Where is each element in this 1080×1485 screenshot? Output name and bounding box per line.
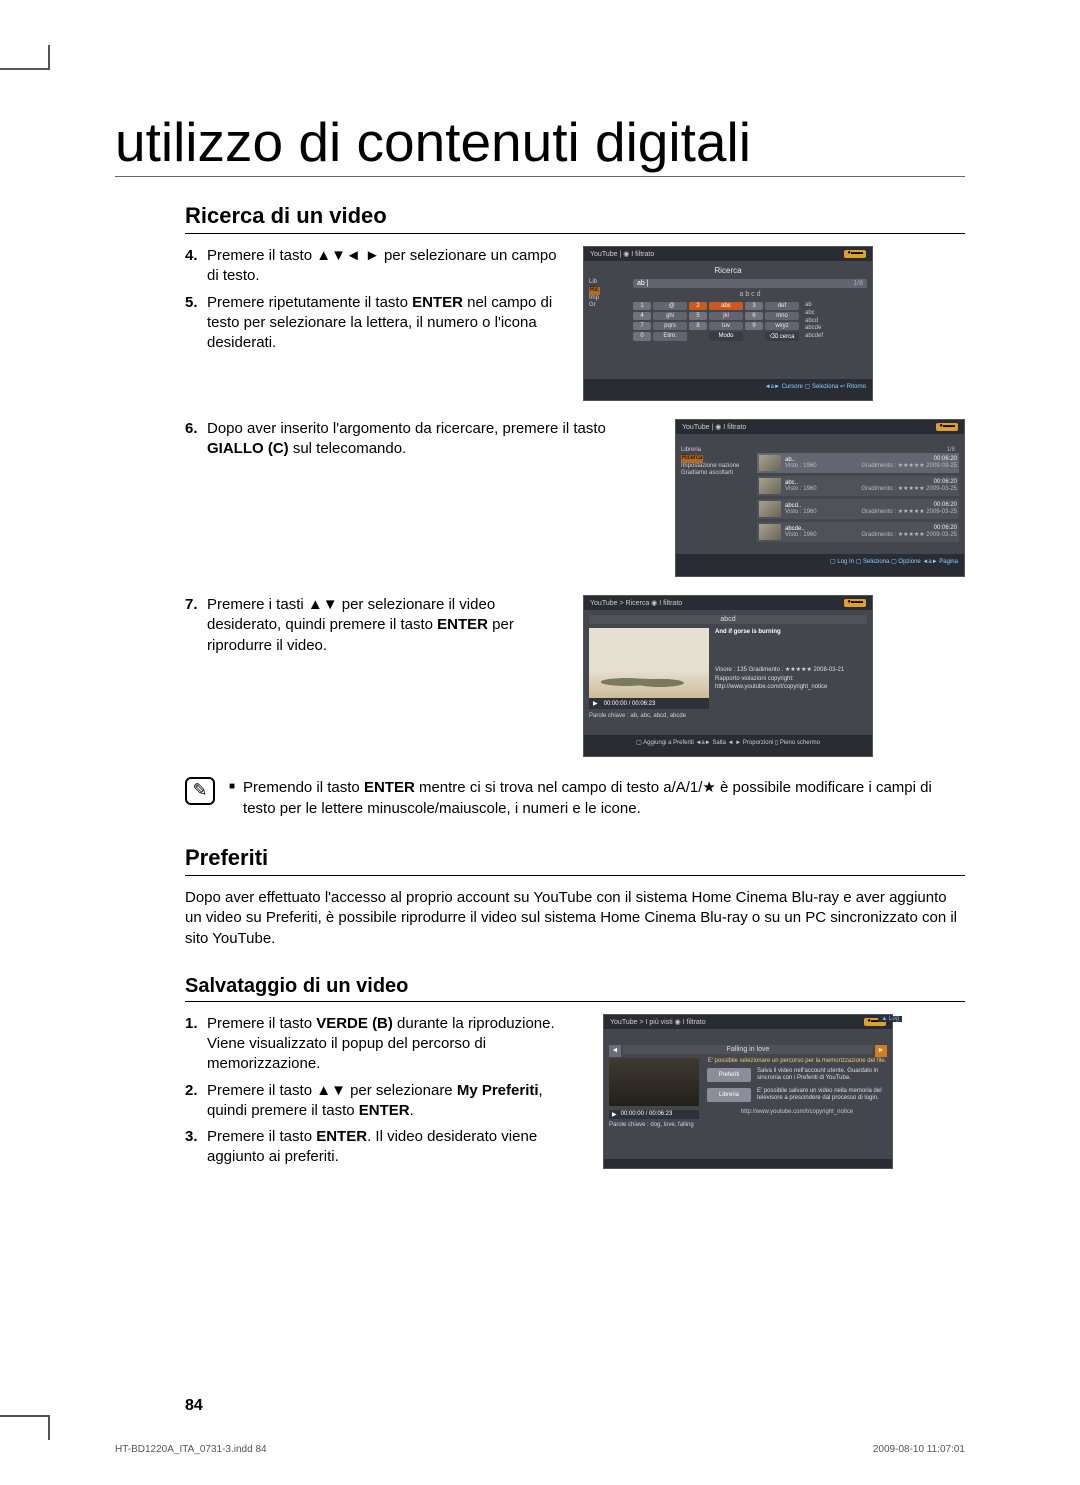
step-6: 6. Dopo aver inserito l'argomento da ric… [185,419,657,466]
note-icon: ✎ [185,777,215,805]
screenshot-video-detail: YouTube > Ricerca ◉ I filtrato ●▬▬ abcd … [583,595,873,757]
footer-left: HT-BD1220A_ITA_0731-3.indd 84 [115,1444,267,1455]
screenshot-search-keypad: YouTube | ◉ I filtrato ●▬▬ Ricerca Lib R… [583,246,873,401]
step-num-5: 5. [185,293,207,354]
section-ricerca: Ricerca di un video [185,203,965,234]
section-preferiti: Preferiti [185,845,965,876]
save-steps: 1. Premere il tasto VERDE (B) durante la… [185,1014,585,1174]
step-num-6: 6. [185,419,207,460]
steps-4-5: 4. Premere il tasto ▲▼◄ ► per selezionar… [185,246,565,359]
note-box: ✎ ■ Premendo il tasto ENTER mentre ci si… [185,777,965,819]
step-num-4: 4. [185,246,207,287]
step-num-7: 7. [185,595,207,656]
preferiti-body: Dopo aver effettuato l'accesso al propri… [185,888,965,949]
section-salvataggio: Salvataggio di un video [185,975,965,1002]
chapter-title: utilizzo di contenuti digitali [115,110,965,177]
page-number: 84 [185,1397,203,1415]
screenshot-search-results: YouTube | ◉ I filtrato ●▬▬ Libreria Rice… [675,419,965,577]
step-7: 7. Premere i tasti ▲▼ per selezionare il… [185,595,565,662]
screenshot-save-video: YouTube > I più visti ◉ I filtrato ●▬▬ ▲… [603,1014,893,1169]
footer-right: 2009-08-10 11:07:01 [873,1444,965,1455]
